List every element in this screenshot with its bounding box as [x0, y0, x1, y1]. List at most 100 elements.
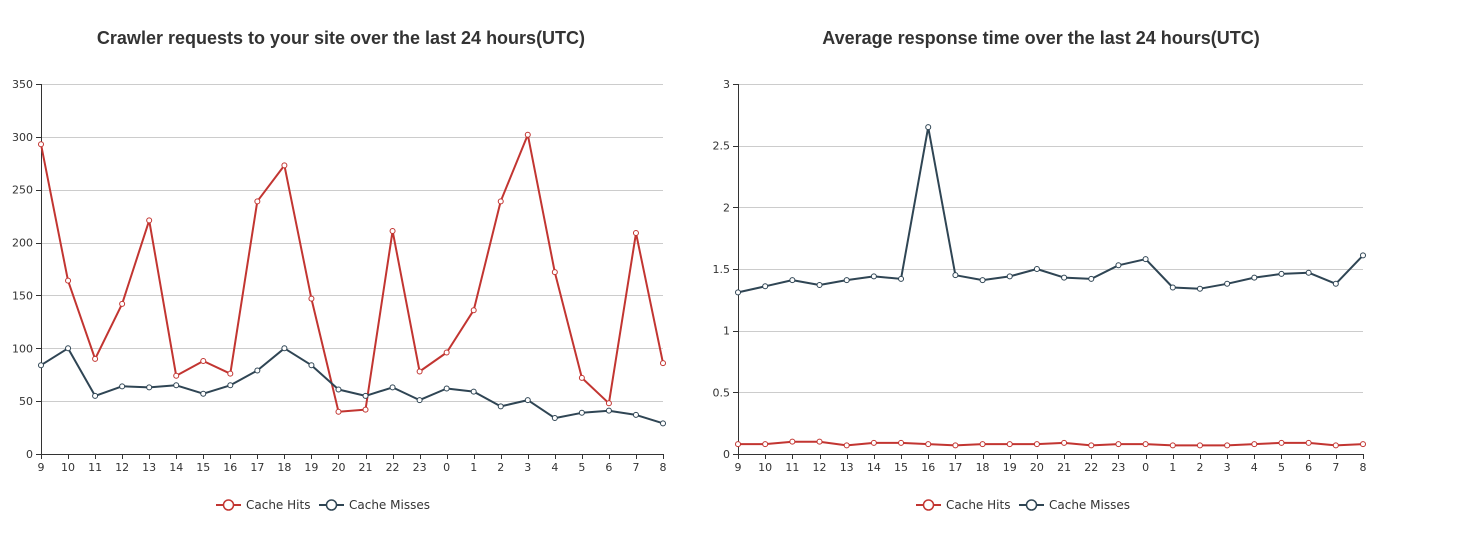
data-point[interactable] [979, 441, 986, 448]
data-point[interactable] [146, 217, 153, 224]
data-point[interactable] [308, 362, 315, 369]
data-point[interactable] [1332, 280, 1339, 287]
data-point[interactable] [551, 415, 558, 422]
data-point[interactable] [227, 370, 234, 377]
data-point[interactable] [65, 345, 72, 352]
data-point[interactable] [1033, 266, 1040, 272]
data-point[interactable] [1196, 442, 1203, 449]
data-point[interactable] [281, 162, 288, 169]
data-point[interactable] [1169, 442, 1176, 449]
data-point[interactable] [1061, 439, 1068, 446]
data-point[interactable] [952, 272, 959, 279]
data-point[interactable] [470, 307, 477, 314]
data-point[interactable] [389, 227, 396, 234]
data-point[interactable] [551, 269, 558, 276]
data-point[interactable] [632, 411, 639, 418]
data-point[interactable] [1169, 284, 1176, 291]
data-point[interactable] [92, 355, 99, 362]
data-point[interactable] [362, 392, 369, 399]
data-point[interactable] [1006, 441, 1013, 448]
data-point[interactable] [1033, 441, 1040, 448]
data-point[interactable] [254, 198, 261, 205]
data-point[interactable] [38, 362, 44, 369]
legend-item-cache-hits[interactable]: Cache Hits [916, 498, 1010, 512]
data-point[interactable] [1278, 439, 1285, 446]
legend-item-cache-hits[interactable]: Cache Hits [216, 498, 310, 512]
data-point[interactable] [119, 383, 126, 390]
data-point[interactable] [1360, 441, 1366, 448]
data-point[interactable] [524, 131, 531, 138]
data-point[interactable] [1278, 270, 1285, 277]
data-point[interactable] [146, 384, 153, 391]
data-point[interactable] [898, 439, 905, 446]
data-point[interactable] [308, 295, 315, 302]
data-point[interactable] [1088, 442, 1095, 449]
data-point[interactable] [119, 300, 126, 307]
data-point[interactable] [735, 289, 741, 296]
data-point[interactable] [362, 406, 369, 413]
data-point[interactable] [1006, 273, 1013, 280]
data-point[interactable] [843, 277, 850, 284]
data-point[interactable] [789, 277, 796, 284]
data-point[interactable] [660, 420, 666, 427]
data-point[interactable] [524, 397, 531, 404]
data-point[interactable] [443, 349, 450, 356]
data-point[interactable] [281, 345, 288, 352]
data-point[interactable] [1251, 274, 1258, 281]
data-point[interactable] [979, 277, 986, 284]
data-point[interactable] [254, 367, 261, 374]
data-point[interactable] [762, 283, 769, 290]
legend-item-cache-misses[interactable]: Cache Misses [319, 498, 430, 512]
data-point[interactable] [200, 357, 207, 364]
data-point[interactable] [925, 441, 932, 448]
data-point[interactable] [578, 374, 585, 381]
data-point[interactable] [1251, 441, 1258, 448]
data-point[interactable] [227, 382, 234, 389]
data-point[interactable] [1360, 252, 1366, 259]
data-point[interactable] [762, 441, 769, 448]
data-point[interactable] [335, 408, 342, 415]
data-point[interactable] [1115, 262, 1122, 269]
data-point[interactable] [735, 441, 741, 448]
data-point[interactable] [416, 397, 423, 404]
data-point[interactable] [335, 386, 342, 393]
data-point[interactable] [389, 384, 396, 391]
data-point[interactable] [925, 124, 932, 131]
data-point[interactable] [1224, 280, 1231, 287]
data-point[interactable] [789, 438, 796, 445]
data-point[interactable] [816, 438, 823, 445]
data-point[interactable] [870, 273, 877, 280]
data-point[interactable] [898, 275, 905, 282]
data-point[interactable] [92, 392, 99, 399]
data-point[interactable] [497, 198, 504, 205]
data-point[interactable] [660, 360, 666, 367]
data-point[interactable] [1115, 441, 1122, 448]
data-point[interactable] [65, 277, 72, 284]
data-point[interactable] [632, 230, 639, 237]
data-point[interactable] [843, 442, 850, 449]
data-point[interactable] [1142, 441, 1149, 448]
data-point[interactable] [200, 390, 207, 397]
data-point[interactable] [1142, 256, 1149, 263]
data-point[interactable] [470, 388, 477, 395]
data-point[interactable] [173, 382, 180, 389]
data-point[interactable] [173, 372, 180, 379]
data-point[interactable] [1305, 269, 1312, 276]
data-point[interactable] [416, 368, 423, 375]
data-point[interactable] [1224, 442, 1231, 449]
data-point[interactable] [1061, 274, 1068, 281]
data-point[interactable] [870, 439, 877, 446]
data-point[interactable] [816, 282, 823, 289]
data-point[interactable] [1332, 442, 1339, 449]
data-point[interactable] [578, 409, 585, 416]
data-point[interactable] [1305, 439, 1312, 446]
data-point[interactable] [38, 141, 44, 148]
data-point[interactable] [952, 442, 959, 449]
data-point[interactable] [1088, 275, 1095, 282]
data-point[interactable] [605, 400, 612, 407]
data-point[interactable] [497, 403, 504, 410]
legend-item-cache-misses[interactable]: Cache Misses [1019, 498, 1130, 512]
data-point[interactable] [1196, 285, 1203, 292]
data-point[interactable] [443, 385, 450, 392]
data-point[interactable] [605, 407, 612, 414]
